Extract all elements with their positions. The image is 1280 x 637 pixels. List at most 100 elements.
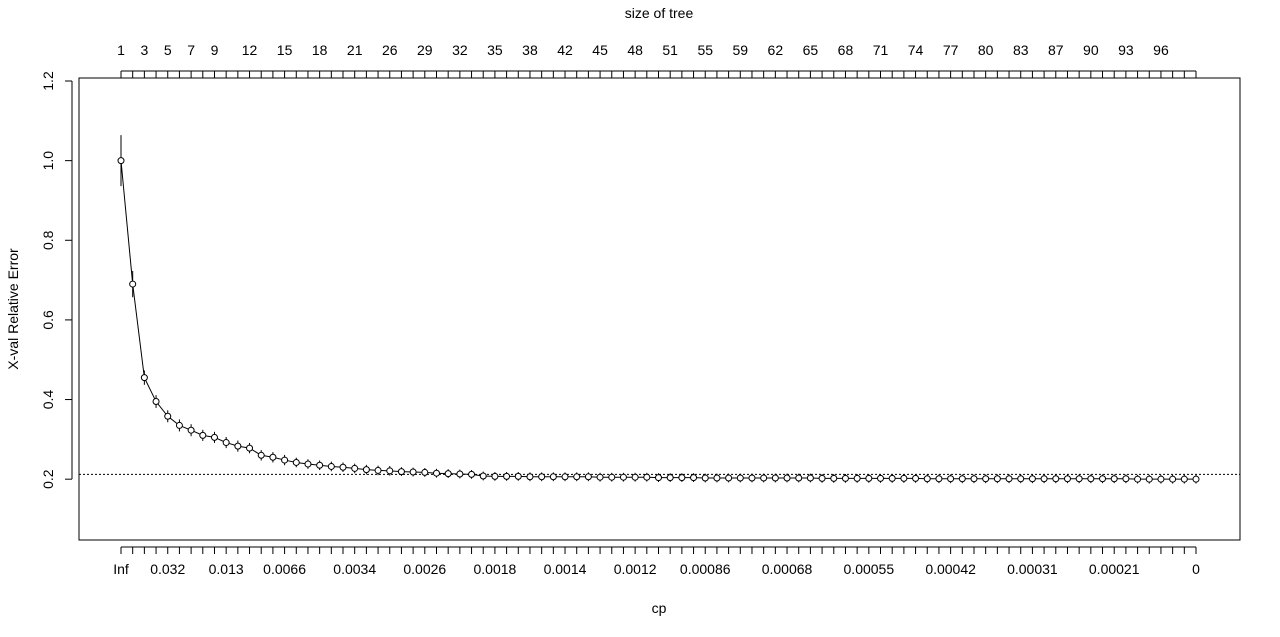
top-tick-label: 21 xyxy=(347,42,363,58)
top-tick-label: 35 xyxy=(487,42,503,58)
data-point xyxy=(199,431,207,439)
top-tick-label: 9 xyxy=(211,42,219,58)
data-point xyxy=(713,474,721,482)
data-point xyxy=(631,473,639,481)
bottom-tick-label: 0.013 xyxy=(209,561,244,577)
top-tick-label: 1 xyxy=(117,42,125,58)
data-point xyxy=(736,474,744,482)
data-point xyxy=(164,412,172,420)
top-tick-label: 83 xyxy=(1013,42,1029,58)
top-tick-label: 7 xyxy=(187,42,195,58)
data-point xyxy=(888,474,896,482)
top-tick-label: 96 xyxy=(1153,42,1169,58)
data-point xyxy=(935,475,943,483)
data-point xyxy=(210,433,218,441)
data-point xyxy=(584,473,592,481)
data-point xyxy=(1134,475,1142,483)
data-point xyxy=(1040,475,1048,483)
top-tick-label: 18 xyxy=(312,42,328,58)
x-axis-label: cp xyxy=(652,600,667,616)
data-point xyxy=(292,458,300,466)
data-point xyxy=(561,473,569,481)
top-tick-label: 51 xyxy=(662,42,678,58)
bottom-tick-label: 0.0034 xyxy=(333,561,376,577)
top-tick-label: 87 xyxy=(1048,42,1064,58)
data-point xyxy=(152,398,160,406)
y-tick-label: 0.8 xyxy=(40,230,56,250)
data-point xyxy=(432,469,440,477)
data-point xyxy=(1169,475,1177,483)
top-tick-label: 90 xyxy=(1083,42,1099,58)
top-tick-label: 38 xyxy=(522,42,538,58)
top-tick-label: 32 xyxy=(452,42,468,58)
data-point xyxy=(549,473,557,481)
data-points xyxy=(117,157,1200,483)
data-point xyxy=(175,421,183,429)
data-point xyxy=(818,474,826,482)
bottom-tick-label: 0 xyxy=(1192,561,1200,577)
series-line xyxy=(120,160,1196,480)
data-point xyxy=(993,475,1001,483)
top-tick-label: 62 xyxy=(768,42,784,58)
data-point xyxy=(958,475,966,483)
data-point xyxy=(760,474,768,482)
top-tick-label: 55 xyxy=(697,42,713,58)
data-point xyxy=(117,157,125,165)
data-point xyxy=(386,467,394,475)
top-axis: 1 3 5 7 9 12 15 18 21 26 29 32 35 38 42 45 48 51 55 59 62 65 6… xyxy=(117,42,1197,78)
data-point xyxy=(596,473,604,481)
top-tick-label: 77 xyxy=(943,42,959,58)
data-point xyxy=(269,453,277,461)
top-tick-label: 65 xyxy=(803,42,819,58)
data-point xyxy=(1157,475,1165,483)
data-point xyxy=(526,473,534,481)
y-tick-label: 0.4 xyxy=(40,390,56,410)
top-tick-label: 48 xyxy=(627,42,643,58)
data-point xyxy=(514,472,522,480)
data-point xyxy=(234,442,242,450)
y-axis-label: X-val Relative Error xyxy=(5,248,21,370)
data-point xyxy=(362,466,370,474)
data-point xyxy=(468,470,476,478)
data-point xyxy=(1192,475,1200,483)
data-point xyxy=(1052,475,1060,483)
data-point xyxy=(865,474,873,482)
data-point xyxy=(538,473,546,481)
data-point xyxy=(1063,475,1071,483)
data-point xyxy=(257,451,265,459)
data-point xyxy=(503,472,511,480)
y-tick-label: 0.6 xyxy=(40,310,56,330)
top-tick-label: 68 xyxy=(838,42,854,58)
data-point xyxy=(1075,475,1083,483)
data-point xyxy=(187,426,195,434)
data-point xyxy=(397,468,405,476)
bottom-tick-label: 0.00086 xyxy=(680,561,731,577)
bottom-tick-label: 0.0014 xyxy=(544,561,587,577)
y-tick-label: 1.2 xyxy=(40,71,56,91)
data-point xyxy=(374,466,382,474)
data-point xyxy=(573,473,581,481)
data-point xyxy=(678,474,686,482)
bottom-axis: Inf 0.032 0.013 0.0066 0.0034 0.0026 0.0018 0.0… xyxy=(113,546,1200,577)
top-tick-label: 45 xyxy=(592,42,608,58)
data-point xyxy=(1122,475,1130,483)
data-point xyxy=(140,374,148,382)
data-point xyxy=(619,473,627,481)
data-point xyxy=(1087,475,1095,483)
top-tick-label: 15 xyxy=(277,42,293,58)
bottom-tick-label: 0.00042 xyxy=(925,561,976,577)
top-tick-label: 3 xyxy=(140,42,148,58)
data-point xyxy=(1017,475,1025,483)
data-point xyxy=(351,464,359,472)
top-tick-label: 5 xyxy=(164,42,172,58)
data-point xyxy=(841,474,849,482)
top-axis-title: size of tree xyxy=(625,5,694,21)
bottom-tick-label: 0.0066 xyxy=(263,561,306,577)
data-point xyxy=(129,280,137,288)
data-point xyxy=(1099,475,1107,483)
top-tick-label: 29 xyxy=(417,42,433,58)
top-tick-label: 93 xyxy=(1118,42,1134,58)
data-point xyxy=(912,474,920,482)
data-point xyxy=(1110,475,1118,483)
